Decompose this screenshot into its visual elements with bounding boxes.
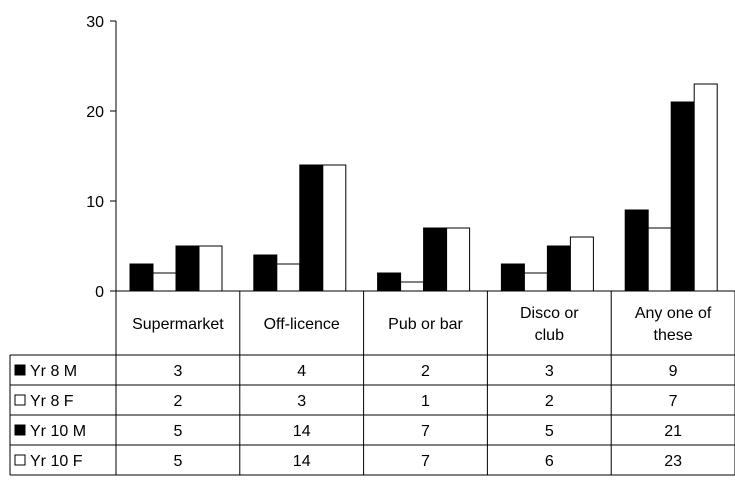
table-cell: 5: [173, 453, 182, 470]
table-cell: 2: [545, 393, 554, 410]
table-cell: 7: [421, 423, 430, 440]
y-tick-label: 30: [86, 14, 104, 31]
bars-layer: [129, 83, 718, 292]
bar: [322, 164, 347, 292]
table-cell: 14: [293, 453, 311, 470]
y-tick-label: 10: [86, 194, 104, 211]
category-label: Pub or bar: [388, 316, 463, 333]
bar: [198, 245, 223, 292]
series-label: Yr 10 F: [30, 453, 83, 470]
bar: [546, 245, 571, 292]
bar: [299, 164, 324, 292]
bar: [446, 227, 471, 292]
category-label: club: [535, 327, 564, 344]
category-label: Supermarket: [132, 316, 224, 333]
table-cell: 6: [545, 453, 554, 470]
bar: [647, 227, 672, 292]
y-tick-label: 0: [95, 284, 104, 301]
bar: [624, 209, 649, 292]
axis-layer: 0 10 20 30: [86, 14, 117, 301]
bar: [693, 83, 718, 292]
bar: [500, 263, 525, 292]
table-cell: 14: [293, 423, 311, 440]
legend-key: [14, 364, 26, 376]
table-cell: 7: [421, 453, 430, 470]
table-cell: 3: [545, 363, 554, 380]
table-cell: 23: [664, 453, 682, 470]
table-cell: 3: [173, 363, 182, 380]
bar: [276, 263, 301, 292]
bar: [152, 272, 177, 292]
legend-key: [14, 454, 26, 466]
category-label: these: [654, 327, 693, 344]
bar: [129, 263, 154, 292]
table-cell: 1: [421, 393, 430, 410]
legend-key: [14, 394, 26, 406]
bar: [175, 245, 200, 292]
table-cell: 4: [297, 363, 306, 380]
table-cell: 2: [173, 393, 182, 410]
table-cell: 7: [669, 393, 678, 410]
table-cell: 5: [173, 423, 182, 440]
bar: [253, 254, 278, 292]
series-label: Yr 8 M: [30, 363, 77, 380]
table-cell: 2: [421, 363, 430, 380]
bar: [400, 281, 425, 292]
category-label: Disco or: [520, 305, 579, 322]
bar: [670, 101, 695, 292]
category-label: Any one of: [635, 305, 712, 322]
category-label: Off-licence: [264, 316, 340, 333]
bar: [423, 227, 448, 292]
table-cell: 5: [545, 423, 554, 440]
series-label: Yr 8 F: [30, 393, 74, 410]
table-cell: 9: [669, 363, 678, 380]
y-tick-label: 20: [86, 104, 104, 121]
table-cell: 21: [664, 423, 682, 440]
legend-key: [14, 424, 26, 436]
bar: [377, 272, 402, 292]
table-cell: 3: [297, 393, 306, 410]
series-label: Yr 10 M: [30, 423, 86, 440]
data-table: Supermarket Off-licence Pub or bar Disco or…: [9, 290, 735, 476]
bar: [523, 272, 548, 292]
bar: [569, 236, 594, 292]
